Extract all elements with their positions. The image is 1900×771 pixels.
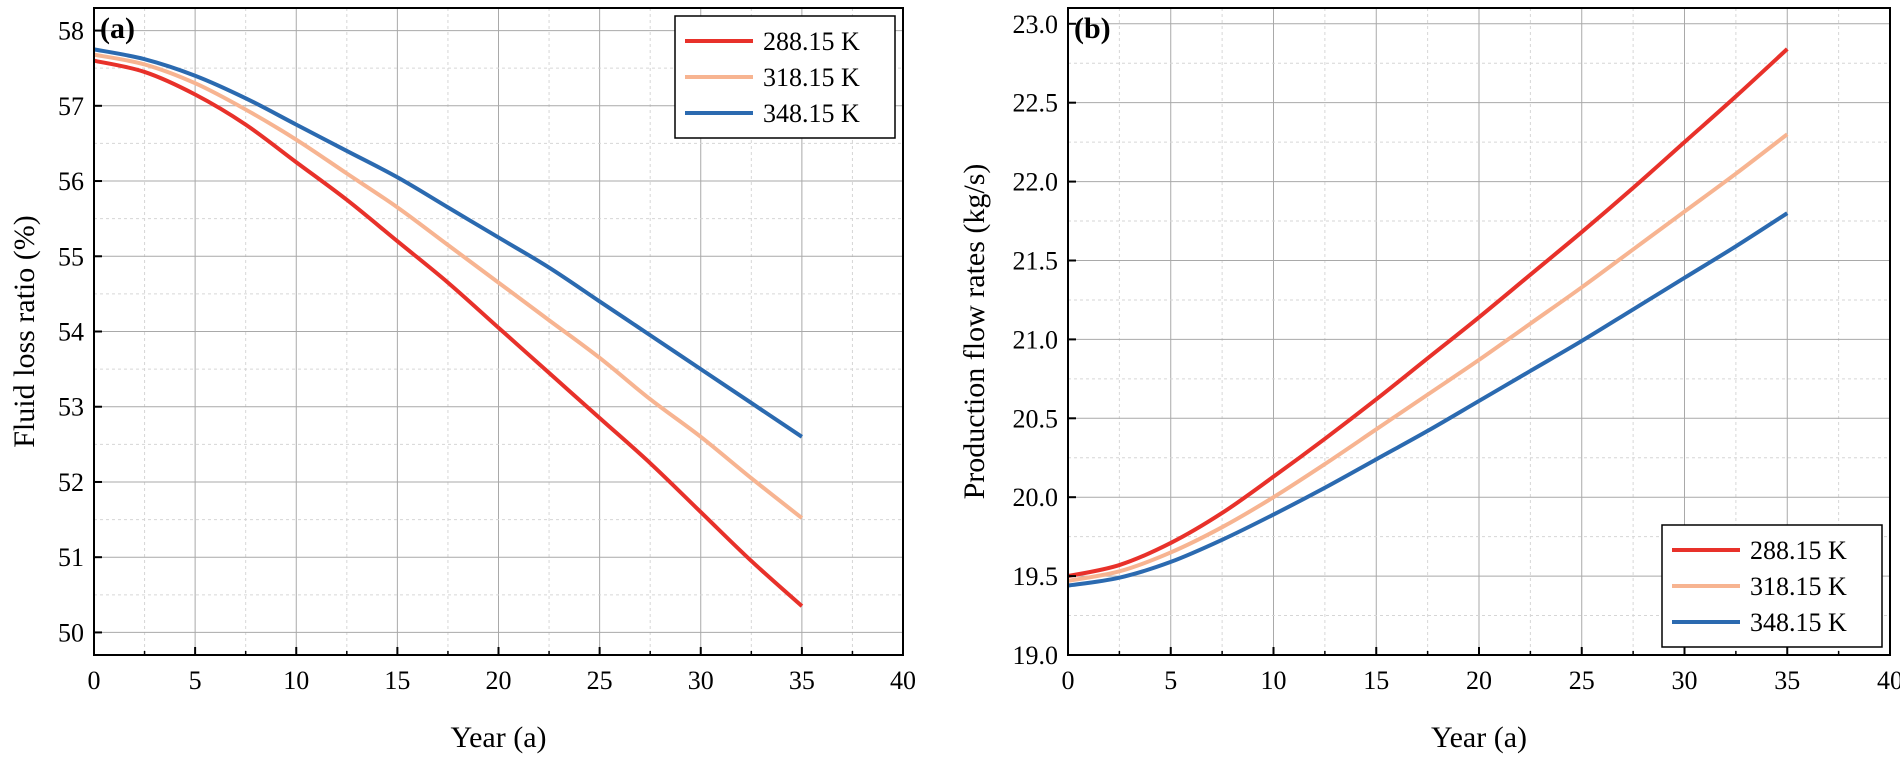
x-tick-label: 10 bbox=[1261, 666, 1287, 695]
y-axis-title-a: Fluid loss ratio (%) bbox=[8, 215, 41, 448]
x-tick-label: 5 bbox=[1164, 666, 1177, 695]
y-tick-label: 19.5 bbox=[1013, 562, 1059, 591]
x-tick-label: 40 bbox=[890, 666, 916, 695]
legend-label: 348.15 K bbox=[1750, 608, 1847, 637]
y-tick-label: 55 bbox=[58, 242, 84, 271]
legend-label: 348.15 K bbox=[763, 99, 860, 128]
x-tick-label: 35 bbox=[1774, 666, 1800, 695]
x-tick-label: 0 bbox=[1062, 666, 1075, 695]
x-tick-label: 30 bbox=[688, 666, 714, 695]
x-tick-label: 5 bbox=[189, 666, 202, 695]
legend-label: 318.15 K bbox=[1750, 572, 1847, 601]
x-tick-label: 25 bbox=[1569, 666, 1595, 695]
series-line-34815 bbox=[93, 47, 803, 439]
y-tick-label: 54 bbox=[58, 318, 84, 347]
y-tick-label: 50 bbox=[58, 618, 84, 647]
y-tick-label: 51 bbox=[58, 543, 84, 572]
legend-label: 288.15 K bbox=[1750, 536, 1847, 565]
y-tick-label: 23.0 bbox=[1013, 10, 1059, 39]
x-tick-label: 0 bbox=[88, 666, 101, 695]
y-tick-label: 21.5 bbox=[1013, 246, 1059, 275]
legend-b: 288.15 K 318.15 K 348.15 K bbox=[1661, 524, 1883, 648]
x-axis-title-a: Year (a) bbox=[450, 721, 546, 754]
x-tick-label: 40 bbox=[1877, 666, 1900, 695]
panel-label-b: (b) bbox=[1074, 12, 1111, 45]
panel-label-a: (a) bbox=[100, 12, 135, 45]
y-tick-label: 22.5 bbox=[1013, 89, 1059, 118]
y-tick-label: 52 bbox=[58, 468, 84, 497]
series-line-28815 bbox=[1067, 47, 1789, 579]
y-tick-label: 19.0 bbox=[1013, 641, 1059, 670]
panel-a-fluid-loss-ratio: 0 5 10 15 20 25 30 35 40 50 51 52 53 54 55 56 57 58 (a) Y… bbox=[8, 7, 916, 754]
legend-label: 318.15 K bbox=[763, 63, 860, 92]
y-tick-label: 22.0 bbox=[1013, 168, 1059, 197]
x-tick-label: 10 bbox=[283, 666, 309, 695]
y-tick-label: 56 bbox=[58, 167, 84, 196]
x-tick-label: 15 bbox=[1363, 666, 1389, 695]
y-tick-label: 57 bbox=[58, 92, 84, 121]
x-tick-label: 35 bbox=[789, 666, 815, 695]
y-tick-label: 53 bbox=[58, 393, 84, 422]
series-line-34815 bbox=[1067, 211, 1789, 588]
x-tick-label: 30 bbox=[1672, 666, 1698, 695]
y-tick-label: 58 bbox=[58, 17, 84, 46]
y-tick-label: 20.0 bbox=[1013, 483, 1059, 512]
x-tick-label: 15 bbox=[384, 666, 410, 695]
y-tick-label: 20.5 bbox=[1013, 404, 1059, 433]
x-tick-label: 20 bbox=[486, 666, 512, 695]
y-tick-label: 21.0 bbox=[1013, 325, 1059, 354]
series-line-28815 bbox=[93, 58, 804, 608]
y-axis-title-b: Production flow rates (kg/s) bbox=[958, 164, 991, 500]
panel-b-production-flow-rates: 0 5 10 15 20 25 30 35 40 19.0 19.5 20.0 20.5 21.0 21.5… bbox=[958, 7, 1900, 754]
series-line-31815 bbox=[1067, 132, 1789, 583]
x-tick-label: 20 bbox=[1466, 666, 1492, 695]
legend-label: 288.15 K bbox=[763, 27, 860, 56]
legend-a: 288.15 K 318.15 K 348.15 K bbox=[674, 15, 896, 139]
series-line-31815 bbox=[93, 52, 804, 520]
x-axis-title-b: Year (a) bbox=[1431, 721, 1527, 754]
x-tick-label: 25 bbox=[587, 666, 613, 695]
